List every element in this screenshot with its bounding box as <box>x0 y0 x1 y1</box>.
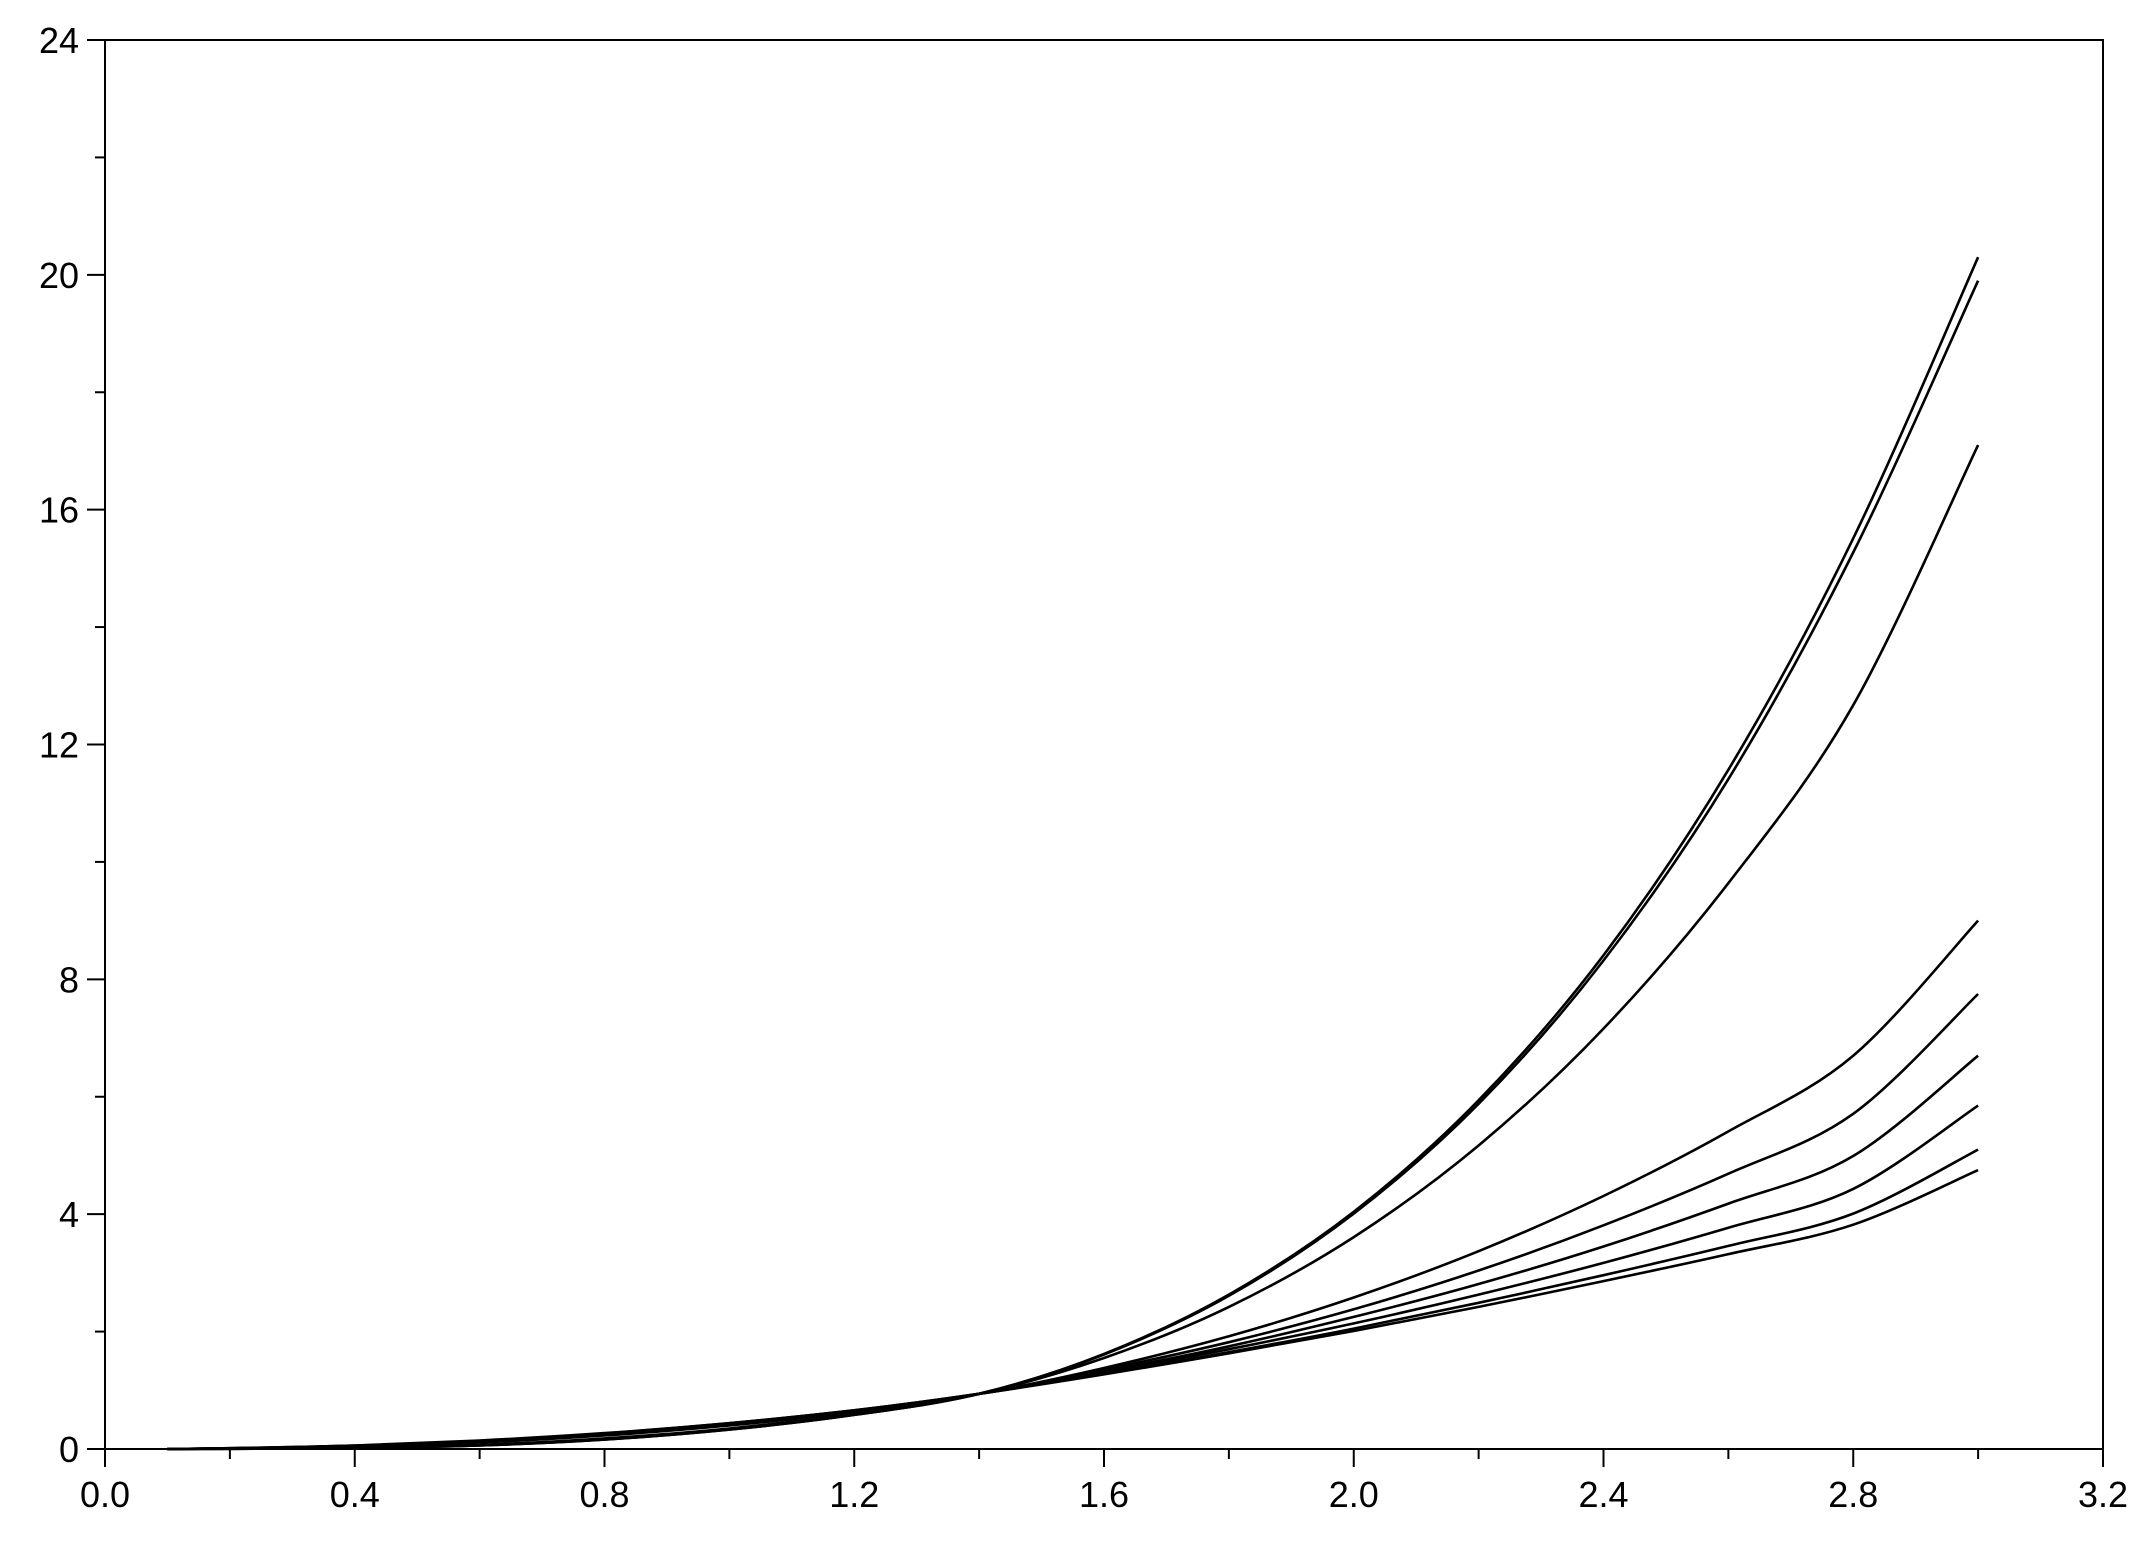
series-line-8 <box>167 1148 1979 1451</box>
series-lines <box>167 256 1980 1451</box>
y-tick-label: 4 <box>59 1194 79 1235</box>
y-tick-label: 8 <box>59 959 79 1000</box>
x-tick-label: 2.8 <box>1828 1474 1878 1515</box>
x-tick-label: 1.2 <box>829 1474 879 1515</box>
series-line-3 <box>167 444 1980 1451</box>
x-tick-label: 3.2 <box>2078 1474 2128 1515</box>
y-tick-label: 20 <box>39 255 79 296</box>
x-tick-label: 2.0 <box>1329 1474 1379 1515</box>
y-tick-label: 24 <box>39 20 79 61</box>
x-tick-label: 1.6 <box>1079 1474 1129 1515</box>
x-tick-label: 2.4 <box>1578 1474 1628 1515</box>
series-line-2 <box>167 280 1980 1451</box>
x-tick-label: 0.0 <box>80 1474 130 1515</box>
x-tick-label: 0.4 <box>330 1474 380 1515</box>
series-line-1 <box>167 256 1980 1451</box>
y-tick-label: 0 <box>59 1429 79 1470</box>
x-tick-label: 0.8 <box>579 1474 629 1515</box>
series-line-9 <box>167 1168 1979 1451</box>
y-tick-label: 12 <box>39 725 79 766</box>
series-line-7 <box>167 1104 1979 1451</box>
y-tick-label: 16 <box>39 490 79 531</box>
axis-ticks <box>87 39 2104 1467</box>
tick-labels: 0.0 0.4 0.8 1.2 1.6 2.0 2.4 2.8 3.2 0 4 8 12 16 20 24 <box>39 20 2128 1515</box>
